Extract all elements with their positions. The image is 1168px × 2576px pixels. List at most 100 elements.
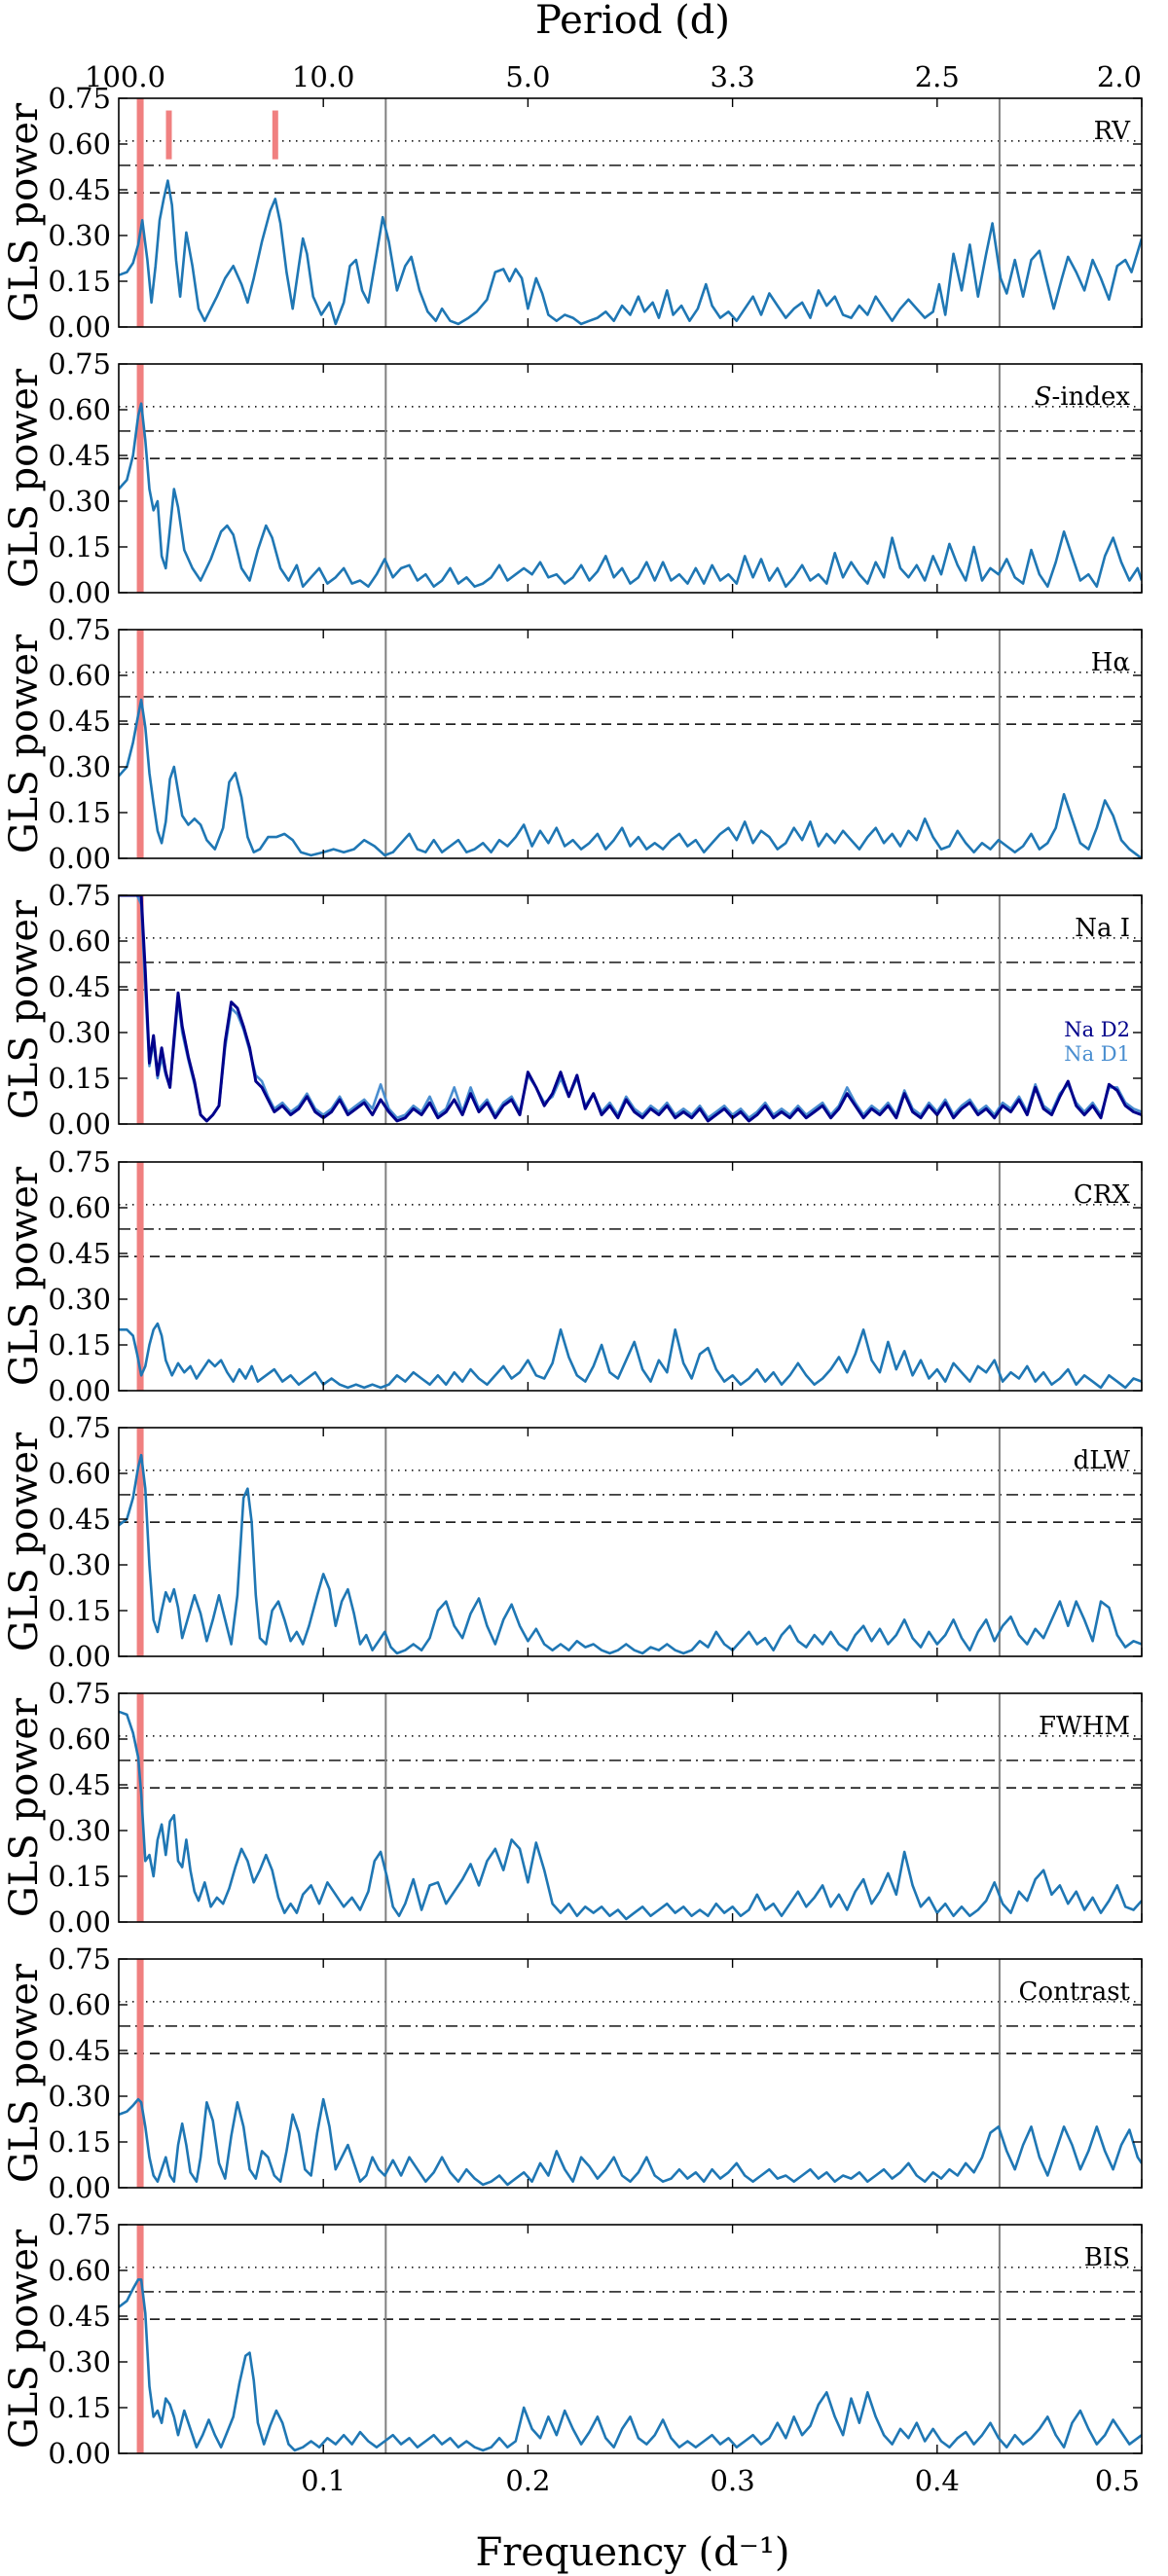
y-tick-label: 0.60 bbox=[48, 1988, 111, 2021]
y-tick-label: 0.15 bbox=[48, 1062, 111, 1095]
y-tick-label: 0.75 bbox=[48, 1411, 111, 1444]
y-tick-label: 0.15 bbox=[48, 2391, 111, 2424]
period-tick-label: 2.5 bbox=[915, 60, 960, 93]
y-tick-label: 0.75 bbox=[48, 1942, 111, 1976]
panel-label: Na I bbox=[1075, 914, 1130, 943]
y-tick-label: 0.45 bbox=[48, 173, 111, 206]
y-axis-title: GLS power bbox=[2, 899, 47, 1119]
power-series-line bbox=[119, 402, 1142, 588]
na-d2-series-line bbox=[119, 895, 1142, 1123]
y-tick-label: 0.45 bbox=[48, 439, 111, 472]
y-axis-title: GLS power bbox=[2, 2229, 47, 2449]
y-tick-label: 0.30 bbox=[48, 1283, 111, 1316]
y-tick-label: 0.00 bbox=[48, 842, 111, 875]
y-tick-label: 0.30 bbox=[48, 750, 111, 783]
legend-na-d1: Na D1 bbox=[1064, 1042, 1130, 1066]
x-tick-label: 0.3 bbox=[711, 2464, 755, 2497]
y-tick-label: 0.45 bbox=[48, 1237, 111, 1270]
y-tick-label: 0.30 bbox=[48, 219, 111, 252]
y-tick-label: 0.45 bbox=[48, 970, 111, 1003]
period-tick-label: 3.3 bbox=[711, 60, 755, 93]
x-tick-label: 0.2 bbox=[505, 2464, 550, 2497]
y-tick-label: 0.15 bbox=[48, 1860, 111, 1893]
power-series-line bbox=[119, 2097, 1142, 2187]
x-tick-label: 0.4 bbox=[915, 2464, 960, 2497]
panel-frame bbox=[118, 629, 1143, 859]
y-axis-title: GLS power bbox=[2, 368, 47, 588]
power-series-line bbox=[119, 1453, 1142, 1655]
y-tick-label: 0.75 bbox=[48, 1145, 111, 1179]
y-tick-label: 0.60 bbox=[48, 1191, 111, 1224]
y-tick-label: 0.30 bbox=[48, 2080, 111, 2113]
y-tick-label: 0.60 bbox=[48, 659, 111, 692]
y-tick-label: 0.15 bbox=[48, 2125, 111, 2159]
panel-label: Hα bbox=[1091, 648, 1130, 677]
y-tick-label: 0.75 bbox=[48, 1677, 111, 1710]
y-tick-label: 0.60 bbox=[48, 2254, 111, 2287]
y-axis-title: GLS power bbox=[2, 1697, 47, 1917]
panel-frame bbox=[118, 2224, 1143, 2454]
highlight-band bbox=[136, 364, 144, 593]
highlight-band bbox=[136, 1693, 144, 1922]
na-d1-series-line bbox=[119, 895, 1142, 1123]
panel-frame bbox=[118, 1692, 1143, 1923]
panel-label: dLW bbox=[1074, 1446, 1131, 1475]
highlight-band bbox=[136, 2225, 144, 2453]
panel-frame bbox=[118, 894, 1143, 1125]
panel-label: FWHM bbox=[1039, 1712, 1130, 1741]
power-series-line bbox=[119, 1322, 1142, 1390]
y-tick-label: 0.45 bbox=[48, 2300, 111, 2333]
x-axis-title: Frequency (d⁻¹) bbox=[475, 2530, 789, 2575]
highlight-band bbox=[136, 1162, 144, 1391]
y-axis-title: GLS power bbox=[2, 1166, 47, 1386]
y-axis-title: GLS power bbox=[2, 102, 47, 322]
y-tick-label: 0.75 bbox=[48, 879, 111, 912]
y-tick-label: 0.75 bbox=[48, 347, 111, 381]
panel-stack: 100.0 10.0 5.0 3.3 2.5 2.0 0.00 0.15 0.30 0.45 0.6… bbox=[2, 60, 1143, 2497]
y-tick-label: 0.00 bbox=[48, 1374, 111, 1407]
y-axis-title: GLS power bbox=[2, 634, 47, 853]
y-tick-label: 0.75 bbox=[48, 82, 111, 115]
top-axis-title: Period (d) bbox=[535, 0, 730, 43]
panel-label: RV bbox=[1094, 117, 1132, 146]
y-tick-label: 0.75 bbox=[48, 613, 111, 646]
y-tick-label: 0.45 bbox=[48, 2034, 111, 2067]
y-axis-title: GLS power bbox=[2, 1963, 47, 2183]
y-tick-label: 0.00 bbox=[48, 1107, 111, 1141]
y-tick-label: 0.75 bbox=[48, 2208, 111, 2241]
power-series-line bbox=[119, 179, 1142, 326]
y-tick-label: 0.00 bbox=[48, 310, 111, 344]
y-tick-label: 0.15 bbox=[48, 265, 111, 298]
panel-label: CRX bbox=[1074, 1180, 1130, 1210]
highlight-band bbox=[136, 1428, 144, 1656]
power-series-line bbox=[119, 1710, 1142, 1921]
x-tick-label: 0.1 bbox=[301, 2464, 346, 2497]
panel-frame bbox=[118, 97, 1143, 328]
y-tick-label: 0.60 bbox=[48, 1457, 111, 1490]
y-tick-label: 0.00 bbox=[48, 2437, 111, 2470]
y-tick-label: 0.00 bbox=[48, 576, 111, 609]
y-tick-label: 0.30 bbox=[48, 1548, 111, 1581]
y-tick-label: 0.00 bbox=[48, 1640, 111, 1673]
y-tick-label: 0.60 bbox=[48, 393, 111, 426]
period-tick-label: 5.0 bbox=[505, 60, 550, 93]
period-tick-label: 10.0 bbox=[292, 60, 355, 93]
y-tick-label: 0.15 bbox=[48, 1328, 111, 1361]
y-tick-label: 0.00 bbox=[48, 1905, 111, 1939]
y-tick-label: 0.30 bbox=[48, 1016, 111, 1049]
highlight-band bbox=[136, 98, 144, 327]
y-tick-label: 0.60 bbox=[48, 1723, 111, 1756]
highlight-band bbox=[136, 630, 144, 858]
y-tick-label: 0.45 bbox=[48, 1768, 111, 1801]
y-axis-title: GLS power bbox=[2, 1432, 47, 1651]
panel-frame bbox=[118, 363, 1143, 594]
rv-marker bbox=[165, 110, 172, 160]
